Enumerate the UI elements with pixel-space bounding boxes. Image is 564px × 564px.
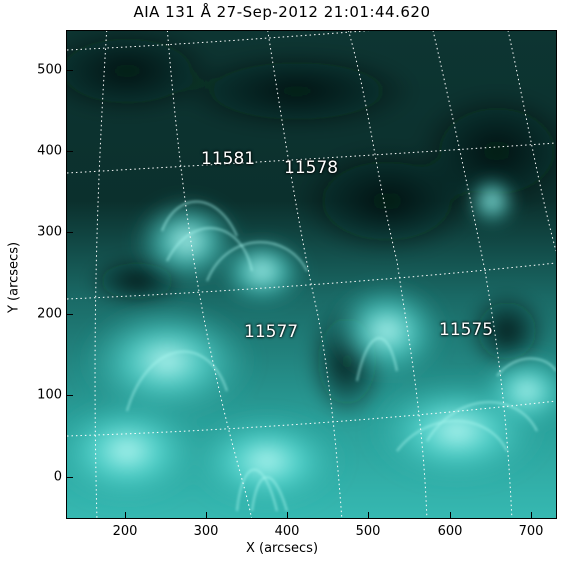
x-tickmark [450,512,451,518]
y-tick-label: 200 [37,306,62,322]
region-label-11575: 11575 [439,320,494,340]
y-tickmark [67,314,73,315]
y-tickmark [67,395,73,396]
y-tickmark [67,477,73,478]
x-tickmark [206,512,207,518]
x-tickmark [368,512,369,518]
x-tick-label: 700 [518,524,544,539]
y-tick-label: 0 [53,469,62,485]
x-tickmark [125,512,126,518]
image-title: AIA 131 Å 27-Sep-2012 21:01:44.620 [133,3,431,21]
x-tick-label: 200 [112,524,138,539]
coronal-emission-image [67,31,556,518]
x-tick-label: 500 [355,524,381,539]
y-tickmark [67,70,73,71]
region-label-11577: 11577 [244,322,299,342]
x-tickmark [531,512,532,518]
x-tick-label: 300 [193,524,219,539]
x-tick-label: 400 [274,524,300,539]
region-label-11578: 11578 [284,158,339,178]
x-axis-label: X (arcsecs) [245,541,319,556]
solar-image-panel: 11581 11578 11577 11575 [66,30,557,519]
y-tickmark [67,151,73,152]
x-tick-label: 600 [437,524,463,539]
y-tickmark [67,232,73,233]
y-axis-label: Y (arcsecs) [6,241,22,314]
region-label-11581: 11581 [201,149,256,169]
y-tick-label: 400 [37,143,62,159]
y-tick-label: 500 [37,62,62,78]
y-tick-label: 300 [37,224,62,240]
heliographic-grid [67,31,556,518]
x-tickmark [287,512,288,518]
y-tick-label: 100 [37,387,62,403]
